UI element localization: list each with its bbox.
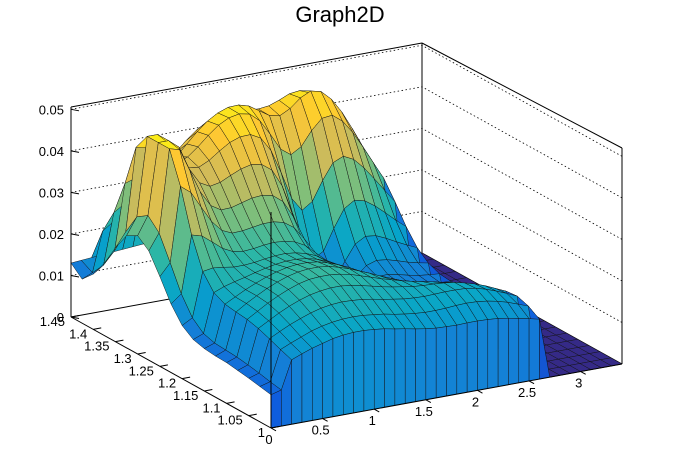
z-tick-label: 0.05 xyxy=(39,102,64,117)
z-gridline xyxy=(70,127,623,240)
y-tick-label: 1.1 xyxy=(202,400,220,415)
surface-front-wall xyxy=(456,322,468,395)
surface-front-wall xyxy=(508,318,519,385)
y-tick-label: 1.25 xyxy=(129,363,154,378)
x-tick-label: 2 xyxy=(472,394,479,409)
z-gridline xyxy=(70,44,623,157)
surface-front-wall xyxy=(301,347,313,423)
x-tick-label: 0.5 xyxy=(312,423,330,438)
x-tick-label: 3 xyxy=(575,376,582,391)
surface-front-wall xyxy=(353,330,365,414)
y-tick-label: 1.4 xyxy=(69,326,87,341)
surface-front-wall xyxy=(343,332,354,416)
y-axis-line xyxy=(70,316,272,429)
surface-front-wall xyxy=(425,327,437,400)
x-tick-mark xyxy=(373,408,380,413)
surface-front-wall xyxy=(404,328,416,404)
z-tick-mark xyxy=(70,316,80,319)
z-gridline xyxy=(70,211,623,323)
surface-front-wall xyxy=(384,328,396,408)
z-tick-mark xyxy=(70,274,80,278)
y-tick-mark xyxy=(137,352,146,355)
y-tick-mark xyxy=(226,401,235,404)
chart-title: Graph2D xyxy=(295,2,384,27)
y-tick-label: 1.45 xyxy=(40,314,65,329)
y-tick-mark xyxy=(204,389,213,392)
x-tick-mark xyxy=(580,371,586,375)
surface-front-wall xyxy=(332,334,344,417)
surface-front-wall xyxy=(374,328,385,410)
surface-front-wall xyxy=(363,329,375,412)
surface-front-wall xyxy=(322,338,334,419)
axis-ticks: 00.511.522.5311.051.11.151.21.251.31.351… xyxy=(39,102,586,447)
surface-front-wall xyxy=(415,328,427,402)
y-tick-mark xyxy=(115,339,124,343)
y-tick-label: 1.35 xyxy=(84,339,109,354)
z-tick-mark xyxy=(70,191,80,195)
x-axis-line xyxy=(270,363,623,429)
x-tick-mark xyxy=(528,380,535,385)
y-tick-mark xyxy=(182,376,191,380)
surface-front-wall xyxy=(446,324,458,397)
x-tick-label: 1.5 xyxy=(415,404,433,419)
surface-front-wall xyxy=(312,343,323,421)
z-tick-label: 0.03 xyxy=(39,185,64,200)
right-top-edge xyxy=(421,42,623,149)
y-tick-label: 1.2 xyxy=(158,376,176,391)
z-tick-mark xyxy=(70,150,80,153)
y-tick-label: 1 xyxy=(258,425,265,440)
surface-front-wall xyxy=(487,318,499,389)
x-tick-mark xyxy=(270,427,277,432)
y-tick-label: 1.05 xyxy=(217,413,242,428)
surface-front-wall xyxy=(497,318,509,387)
front-frame xyxy=(70,107,623,429)
surface-front-wall xyxy=(291,353,303,425)
x-tick-label: 1 xyxy=(369,413,376,428)
x-tick-label: 0 xyxy=(265,432,272,447)
surface-front-wall xyxy=(435,326,447,399)
z-tick-label: 0.01 xyxy=(39,268,64,283)
z-tick-label: 0 xyxy=(57,310,64,325)
z-gridline xyxy=(70,86,623,199)
z-tick-label: 0.02 xyxy=(39,227,64,242)
y-tick-mark xyxy=(159,364,168,367)
surface-front-wall xyxy=(394,328,406,406)
surface-front-wall xyxy=(528,318,540,382)
z-tick-mark xyxy=(70,108,80,112)
surface-mesh xyxy=(70,90,623,429)
z-gridline xyxy=(70,169,623,282)
x-tick-mark xyxy=(425,399,432,403)
surface-front-wall xyxy=(518,318,530,384)
z-tick-mark xyxy=(70,233,80,236)
y-tick-mark xyxy=(93,327,102,330)
x-tick-mark xyxy=(477,389,483,394)
surface-front-wall xyxy=(466,320,478,393)
y-tick-label: 1.15 xyxy=(173,388,198,403)
x-tick-mark xyxy=(322,418,328,422)
surface-front-wall xyxy=(270,389,282,429)
x-tick-label: 2.5 xyxy=(518,385,536,400)
surface-front-wall xyxy=(477,319,489,391)
back-top-edge xyxy=(70,42,423,108)
y-tick-mark xyxy=(248,413,257,417)
y-tick-mark xyxy=(270,426,280,429)
z-tick-label: 0.04 xyxy=(39,144,64,159)
y-tick-label: 1.3 xyxy=(114,351,132,366)
